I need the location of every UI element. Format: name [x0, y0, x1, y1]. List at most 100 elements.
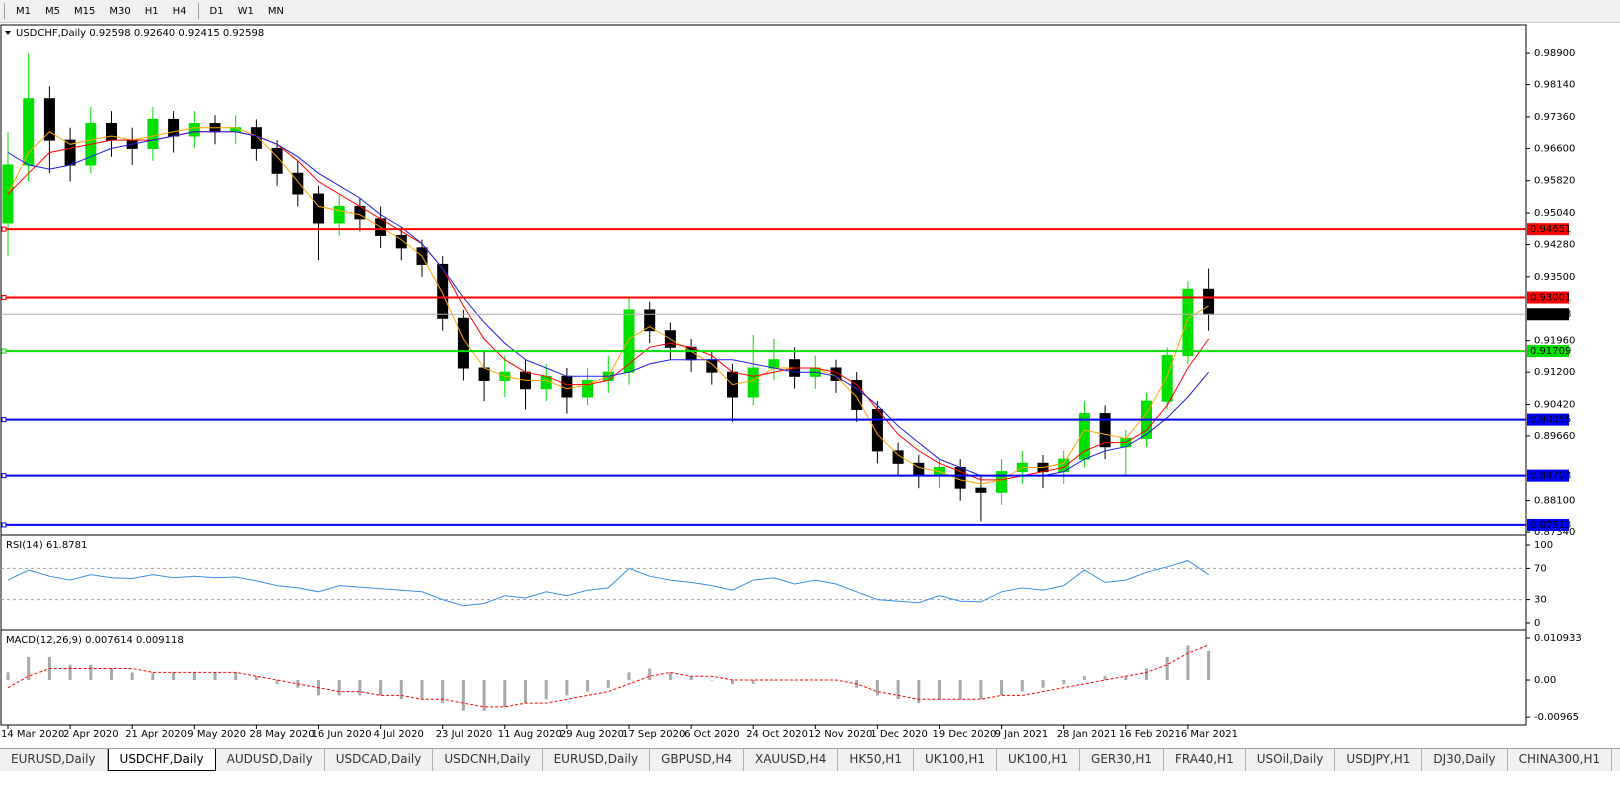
chart-tab[interactable]: DJ30,Daily [1422, 749, 1508, 771]
candle-body [292, 172, 304, 195]
candle-body [457, 317, 469, 369]
y-tick-label: 100 [1534, 540, 1553, 551]
level-label: 0.87513 [1530, 520, 1571, 531]
candle-body [644, 309, 656, 332]
level-label-box [1527, 345, 1569, 358]
macd-bar [275, 680, 279, 684]
level-label: 0.94651 [1530, 224, 1571, 235]
y-tick-label: 0.95040 [1534, 208, 1575, 219]
x-tick-label: 17 Sep 2020 [622, 729, 685, 740]
y-tick-label: 0.94280 [1534, 240, 1575, 251]
timeframe-button[interactable]: MN [267, 5, 284, 17]
candle-body [1203, 288, 1215, 315]
macd-bar [751, 680, 755, 684]
macd-bar [524, 680, 527, 704]
macd-bar [627, 672, 631, 681]
chart-tab[interactable]: EURUSD,Daily [0, 749, 108, 771]
x-tick-label: 28 Jan 2021 [1057, 729, 1117, 740]
macd-bar [565, 680, 569, 696]
x-tick-label: 14 Mar 2020 [1, 729, 64, 740]
separator [197, 3, 199, 19]
timeframe-button[interactable]: M1 [16, 5, 31, 17]
timeframe-button[interactable]: M5 [45, 5, 60, 17]
chart-tab[interactable]: UK100,H1 [997, 749, 1081, 771]
level-handle [1, 226, 7, 232]
candle-body [623, 309, 635, 373]
x-tick-label: 29 Aug 2020 [560, 729, 624, 740]
macd-bar [772, 680, 776, 681]
macd-bar [420, 680, 424, 700]
macd-bar [793, 680, 797, 681]
x-tick-label: 4 Jul 2020 [374, 729, 424, 740]
y-tick-label: 0.87340 [1534, 527, 1575, 538]
candle-body [747, 367, 759, 398]
level-label-box [1527, 413, 1569, 426]
macd-bar [234, 672, 238, 681]
candle-body [582, 379, 594, 398]
macd-bar [958, 680, 962, 700]
candle-body [271, 147, 283, 174]
timeframe-button[interactable]: H1 [144, 5, 159, 17]
chart-tab[interactable]: AUDUSD,Daily [216, 749, 325, 771]
level-handle [1, 348, 7, 354]
chart-tab[interactable]: GER30,H1 [1080, 749, 1164, 771]
chart-tab[interactable]: USDJPY,H1 [1335, 749, 1423, 771]
chart-tab[interactable]: USOil,Daily [1246, 749, 1336, 771]
y-tick-label: 0.91200 [1534, 367, 1575, 378]
x-tick-label: 6 Mar 2021 [1181, 729, 1238, 740]
x-tick-label: 21 Apr 2020 [125, 729, 187, 740]
timeframe-button[interactable]: H4 [172, 5, 187, 17]
macd-bar [89, 664, 93, 681]
macd-bar [938, 680, 941, 700]
menu-arrow [5, 31, 11, 35]
macd-bar [151, 672, 155, 681]
candle-body [313, 193, 324, 224]
candle-body [43, 98, 55, 141]
timeframe-button[interactable]: M30 [109, 5, 131, 17]
candle-body [1099, 413, 1111, 448]
chart-tab[interactable]: HK50,H1 [838, 749, 914, 771]
candle-body [188, 123, 200, 137]
level-label: 0.91709 [1530, 346, 1571, 357]
chart-tab[interactable]: USOil, [1612, 749, 1620, 771]
chart-tab[interactable]: USDCHF,Daily [107, 749, 216, 771]
macd-bar [917, 680, 921, 704]
y-tick-label: 0.98900 [1534, 48, 1575, 59]
chart-tab[interactable]: XAUUSD,H4 [744, 749, 839, 771]
chart-tab[interactable]: FRA40,H1 [1164, 749, 1246, 771]
macd-bar [896, 680, 900, 700]
timeframe-button[interactable]: D1 [209, 5, 224, 17]
chart-tab[interactable]: EURUSD,Daily [543, 749, 651, 771]
toolbar: M1 M5 M15 M30 H1 H4 D1 W1 MN [0, 0, 1620, 23]
candle-body [395, 234, 407, 249]
macd-bar [1186, 645, 1190, 681]
timeframe-button[interactable]: W1 [237, 5, 254, 17]
macd-bar [648, 668, 652, 681]
moving-average [7, 131, 1210, 481]
chart-tab[interactable]: USDCAD,Daily [325, 749, 434, 771]
last-price-label: 0.92598 [1530, 309, 1571, 320]
level-label-box [1527, 291, 1569, 304]
macd-bar [689, 676, 693, 681]
macd-bar [110, 668, 113, 681]
x-tick-label: 9 Jan 2021 [995, 729, 1049, 740]
y-tick-label: 70 [1534, 563, 1547, 574]
macd-bar [731, 680, 734, 684]
rsi-title: RSI(14) 61.8781 [6, 540, 87, 551]
level-handle [1, 473, 7, 479]
timeframe-button[interactable]: M15 [74, 5, 96, 17]
chart-tab[interactable]: UK100,H1 [914, 749, 997, 771]
chart-tab[interactable]: CHINA300,H1 [1508, 749, 1613, 771]
separator [4, 3, 5, 19]
macd-bar [192, 672, 196, 681]
y-tick-label: 0 [1534, 618, 1540, 629]
level-handle [1, 522, 7, 528]
last-price-box [1527, 308, 1569, 321]
chart-tab[interactable]: USDCNH,Daily [433, 749, 543, 771]
macd-bar [544, 680, 548, 700]
y-tick-label: -0.00965 [1534, 712, 1579, 723]
macd-bar [379, 680, 383, 696]
macd-bar [1000, 680, 1004, 696]
chart-tab[interactable]: GBPUSD,H4 [650, 749, 744, 771]
level-label-box [1527, 518, 1569, 531]
